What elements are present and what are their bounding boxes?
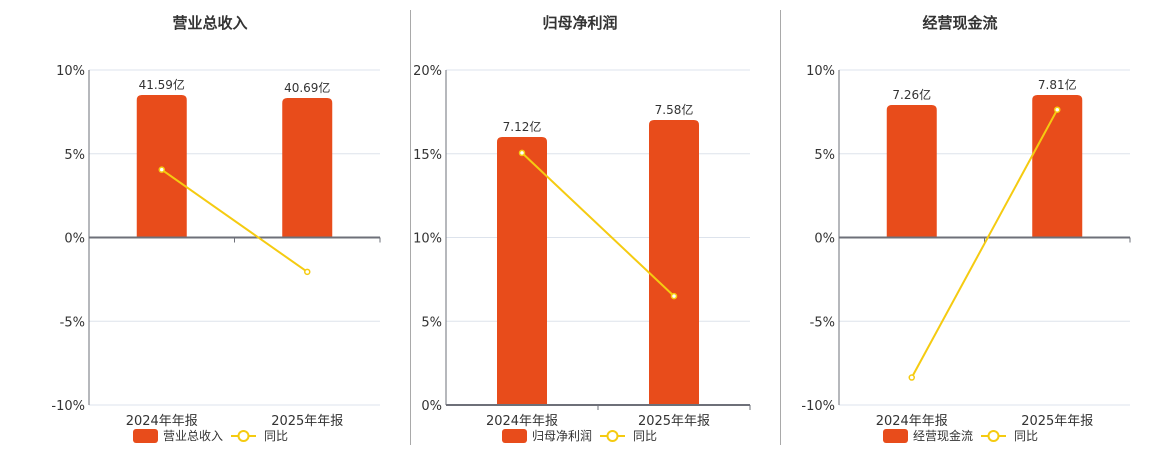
- x-tick-label: 2024年年报: [876, 414, 948, 429]
- legend-bar-swatch[interactable]: [133, 429, 158, 443]
- x-tick-label: 2024年年报: [126, 414, 198, 429]
- legend-bar-label[interactable]: 归母净利润: [532, 429, 592, 443]
- yoy-point[interactable]: [158, 166, 165, 173]
- bar-value-label: 7.58亿: [655, 102, 694, 117]
- bar-value-label: 41.59亿: [139, 77, 185, 92]
- legend-line-marker-icon: [606, 430, 619, 442]
- bar[interactable]: [1032, 95, 1083, 238]
- y-tick-label: 15%: [413, 148, 442, 163]
- x-tick-label: 2025年年报: [638, 414, 710, 429]
- y-tick-label: 10%: [413, 232, 442, 247]
- chart-title-operating-cashflow: 经营现金流: [922, 14, 998, 32]
- bar-value-label: 7.26亿: [892, 87, 931, 102]
- yoy-line: [161, 168, 308, 273]
- y-tick-label: -10%: [801, 399, 835, 414]
- legend-line-marker-icon: [237, 430, 250, 442]
- yoy-point[interactable]: [304, 268, 311, 276]
- legend-line-label[interactable]: 同比: [264, 429, 288, 443]
- y-tick-label: 5%: [64, 148, 85, 163]
- yoy-point[interactable]: [908, 374, 915, 381]
- yoy-point[interactable]: [518, 149, 526, 157]
- y-tick-label: 0%: [64, 232, 85, 247]
- bar-value-label: 7.12亿: [503, 119, 542, 134]
- yoy-line: [521, 152, 675, 297]
- legend-line-marker-icon: [987, 430, 1000, 442]
- bar[interactable]: [886, 105, 937, 238]
- bar[interactable]: [136, 95, 187, 238]
- y-tick-label: 0%: [421, 399, 442, 414]
- legend-bar-swatch[interactable]: [502, 429, 527, 443]
- y-tick-label: 10%: [806, 64, 835, 79]
- legend-line-label[interactable]: 同比: [633, 429, 657, 443]
- y-tick-label: 20%: [413, 64, 442, 79]
- legend-bar-label[interactable]: 经营现金流: [913, 428, 973, 443]
- y-tick-label: 5%: [814, 148, 835, 163]
- legend-line-label[interactable]: 同比: [1014, 429, 1038, 443]
- bar[interactable]: [282, 98, 333, 238]
- y-tick-label: 0%: [814, 232, 835, 247]
- y-tick-label: 10%: [56, 64, 85, 79]
- bar[interactable]: [497, 137, 547, 405]
- y-tick-label: -5%: [810, 315, 835, 330]
- y-tick-label: -5%: [60, 315, 85, 330]
- yoy-point[interactable]: [1054, 106, 1061, 113]
- yoy-point[interactable]: [670, 292, 678, 300]
- chart-title-revenue: 营业总收入: [172, 14, 248, 32]
- panel-separator-1: [410, 10, 411, 445]
- chart-2: 20% 15% 10% 5% 0% 7.12亿 2024年年报 7.58亿 2025年年报归母净…: [413, 64, 751, 443]
- yoy-line: [910, 109, 1059, 379]
- bar[interactable]: [649, 120, 699, 405]
- x-tick-label: 2024年年报: [486, 414, 558, 429]
- chart-1: 10% 5% 0% -5% -10% 41.59亿 2024年年报 40.69亿 2025年年报…: [51, 64, 381, 443]
- chart-3: 10% 5% 0% -5% -10% 7.26亿 2024年年报 7.81亿 2025年年报经营…: [801, 64, 1131, 443]
- panel-separator-2: [780, 10, 781, 445]
- y-tick-label: 5%: [421, 315, 442, 330]
- legend-bar-swatch[interactable]: [883, 429, 908, 443]
- chart-title-net-profit: 归母净利润: [542, 14, 618, 32]
- x-tick-label: 2025年年报: [271, 414, 343, 429]
- x-tick-label: 2025年年报: [1021, 414, 1093, 429]
- y-tick-label: -10%: [51, 399, 85, 414]
- bar-value-label: 7.81亿: [1038, 77, 1077, 92]
- bar-value-label: 40.69亿: [284, 80, 330, 95]
- legend-bar-label[interactable]: 营业总收入: [163, 429, 223, 443]
